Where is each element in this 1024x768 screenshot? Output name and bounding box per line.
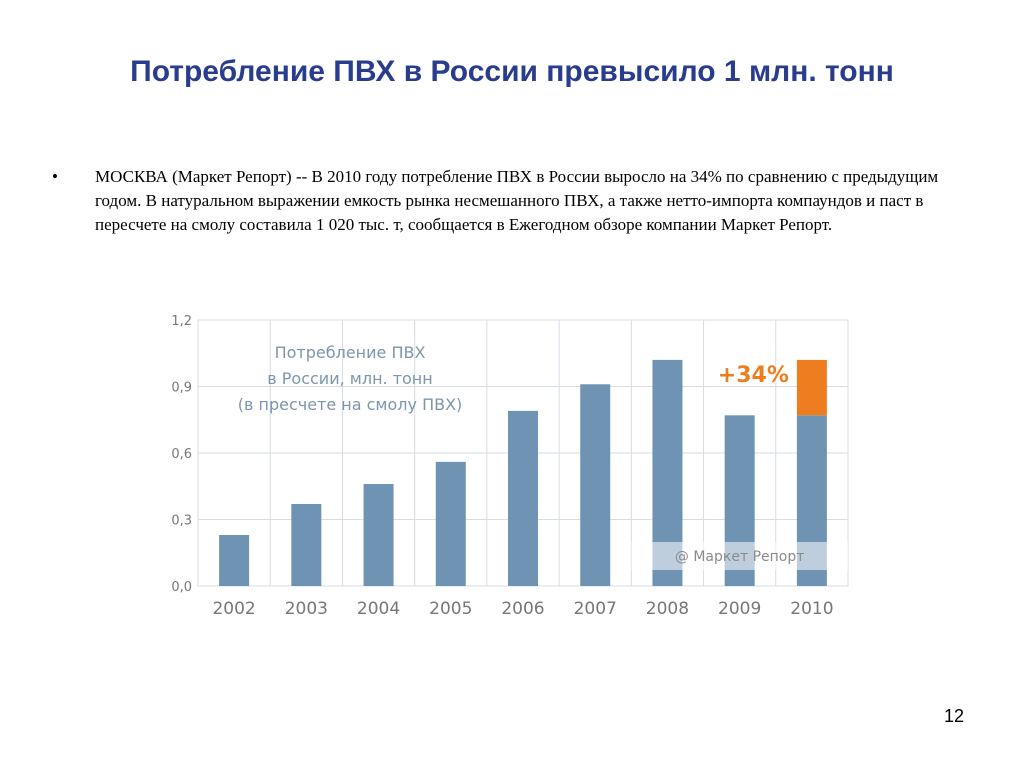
slide-title: Потребление ПВХ в России превысило 1 млн… xyxy=(130,55,894,88)
consumption-bar-chart: 1,2 0,9 0,6 0,3 0,0 2002 2003 2004 2005 2006 2007 2… xyxy=(171,314,849,619)
bar-2005 xyxy=(435,461,466,586)
bar-2004 xyxy=(363,484,394,586)
watermark-text: @ Маркет Репорт xyxy=(675,549,805,565)
chart-title-line: Потребление ПВХ xyxy=(275,343,426,362)
x-tick-label: 2003 xyxy=(285,599,328,619)
bar-2010-increase xyxy=(796,359,827,416)
chart-title-line: в России, млн. тонн xyxy=(267,369,432,388)
bullet-text: МОСКВА (Маркет Репорт) -- В 2010 году по… xyxy=(95,167,939,234)
bar-2007 xyxy=(580,384,611,586)
y-tick-label: 1,2 xyxy=(171,314,192,329)
watermark-band xyxy=(631,542,848,570)
x-tick-label: 2002 xyxy=(212,599,255,619)
y-tick-label: 0,6 xyxy=(171,447,192,462)
x-tick-label: 2009 xyxy=(718,599,761,619)
y-tick-label: 0,3 xyxy=(171,514,192,529)
y-tick-label: 0,9 xyxy=(171,381,192,396)
bullet-paragraph: • МОСКВА (Маркет Репорт) -- В 2010 году … xyxy=(52,165,957,237)
x-tick-label: 2004 xyxy=(357,599,400,619)
bar-2002 xyxy=(219,535,250,586)
text-layer: 1,2 0,9 0,6 0,3 0,0 2002 2003 2004 2005 2006 2007 2… xyxy=(171,314,833,619)
y-tick-label: 0,0 xyxy=(171,580,192,595)
x-tick-label: 2010 xyxy=(790,599,833,619)
x-tick-label: 2008 xyxy=(646,599,689,619)
x-tick-label: 2005 xyxy=(429,599,472,619)
x-tick-label: 2007 xyxy=(574,599,617,619)
chart-container: 1,2 0,9 0,6 0,3 0,0 2002 2003 2004 2005 2006 2007 2… xyxy=(150,300,850,630)
chart-title-line: (в пресчете на смолу ПВХ) xyxy=(238,395,463,414)
increase-label: +34% xyxy=(718,363,789,388)
bar-2003 xyxy=(291,503,322,586)
page-number: 12 xyxy=(943,706,964,726)
x-tick-label: 2006 xyxy=(501,599,544,619)
bullet-dot-icon: • xyxy=(52,167,58,186)
bars-layer xyxy=(219,359,848,586)
bar-2006 xyxy=(508,410,538,586)
